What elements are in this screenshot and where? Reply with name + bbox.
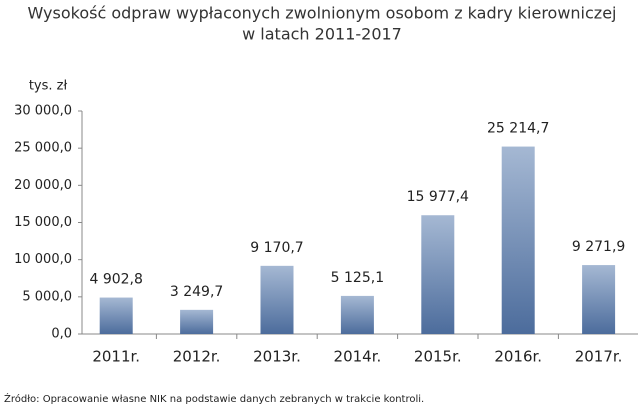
y-tick-label: 30 000,0 [14, 104, 72, 119]
y-tick-label: 25 000,0 [14, 141, 72, 156]
bar [421, 215, 455, 334]
y-tick-label: 20 000,0 [14, 178, 72, 193]
x-tick-label: 2017r. [575, 348, 623, 366]
y-axis-label: tys. zł [29, 79, 68, 94]
y-tick-label: 5 000,0 [22, 289, 72, 304]
chart-title: Wysokość odpraw wypłaconych zwolnionym o… [28, 4, 617, 23]
bar [180, 309, 214, 334]
x-tick-label: 2014r. [334, 348, 382, 366]
bar [99, 297, 133, 334]
x-tick-label: 2015r. [414, 348, 462, 366]
x-tick-label: 2011r. [92, 348, 140, 366]
value-label: 3 249,7 [170, 284, 223, 300]
x-tick-label: 2016r. [494, 348, 542, 366]
y-tick-label: 10 000,0 [14, 252, 72, 267]
value-label: 9 271,9 [572, 239, 625, 255]
value-label: 9 170,7 [250, 240, 303, 256]
bar [340, 295, 374, 334]
value-label: 25 214,7 [487, 121, 549, 137]
bar [582, 265, 616, 334]
x-tick-label: 2012r. [173, 348, 221, 366]
source-note: Źródło: Opracowanie własne NIK na podsta… [4, 392, 424, 405]
x-tick-label: 2013r. [253, 348, 301, 366]
value-label: 4 902,8 [89, 272, 142, 288]
value-label: 15 977,4 [407, 189, 469, 205]
bar [501, 146, 535, 334]
chart-title: w latach 2011-2017 [242, 25, 402, 44]
y-tick-label: 0,0 [51, 327, 72, 342]
y-tick-label: 15 000,0 [14, 215, 72, 230]
bar [260, 265, 294, 334]
value-label: 5 125,1 [331, 270, 384, 286]
